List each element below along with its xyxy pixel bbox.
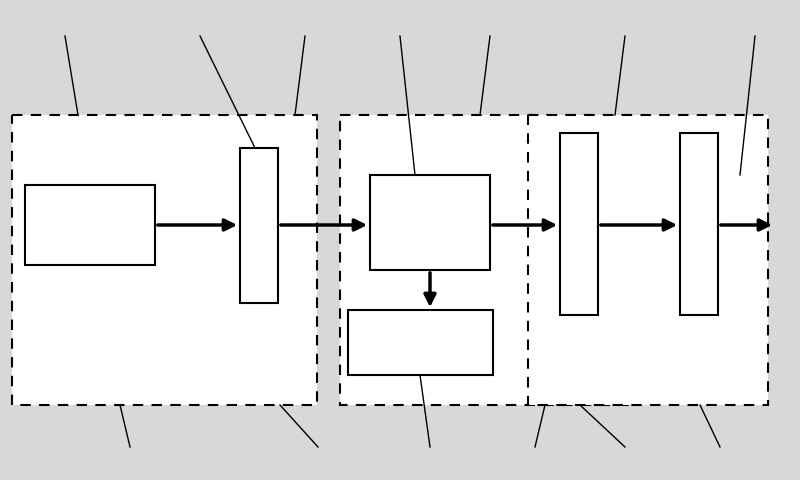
Bar <box>370 175 490 270</box>
Bar <box>560 133 598 315</box>
Bar <box>680 133 718 315</box>
Bar <box>12 115 317 405</box>
Bar <box>340 115 630 405</box>
Bar <box>240 148 278 303</box>
Bar <box>25 185 155 265</box>
Bar <box>348 310 493 375</box>
Bar <box>528 115 768 405</box>
